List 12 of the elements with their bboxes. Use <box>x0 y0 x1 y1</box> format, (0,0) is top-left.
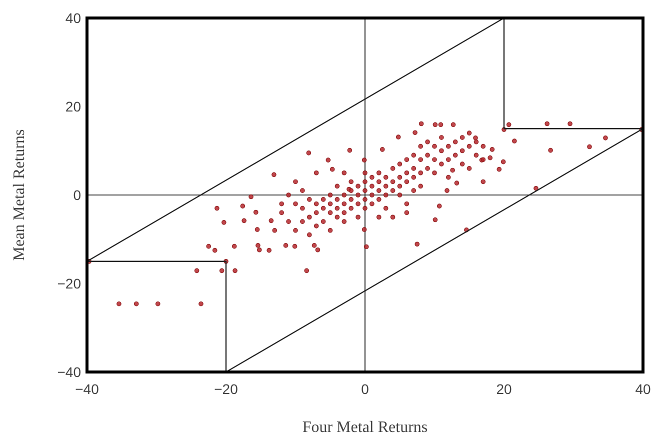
y-tick-label: −20 <box>57 276 82 292</box>
x-tick-label: −40 <box>75 381 100 397</box>
y-axis-title: Mean Metal Returns <box>11 129 28 261</box>
y-tick-label: 0 <box>73 187 82 203</box>
y-tick-label: −40 <box>57 364 82 380</box>
y-tick-label: 40 <box>65 10 82 26</box>
x-tick-label: 40 <box>635 381 651 397</box>
x-axis-title: Four Metal Returns <box>302 419 428 436</box>
y-tick-label: 20 <box>65 98 82 114</box>
x-tick-label: 0 <box>361 381 370 397</box>
x-tick-label: −20 <box>214 381 238 397</box>
x-tick-label: 20 <box>496 381 512 397</box>
